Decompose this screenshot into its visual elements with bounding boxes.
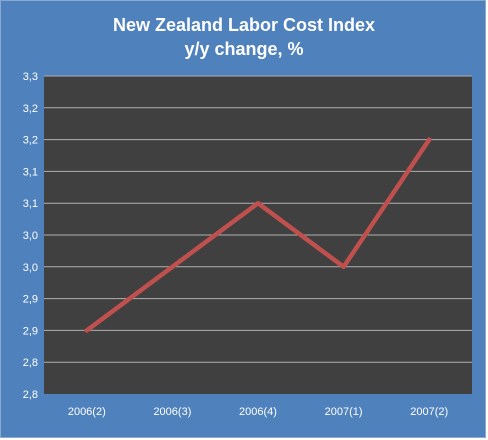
y-tick-label: 3,2 xyxy=(23,103,38,115)
y-tick-label: 3,3 xyxy=(23,71,38,83)
y-tick-label: 2,8 xyxy=(23,357,38,369)
y-tick-label: 2,9 xyxy=(23,325,38,337)
y-tick-label: 3,1 xyxy=(23,198,38,210)
y-tick-label: 3,0 xyxy=(23,262,38,274)
y-tick-label: 3,0 xyxy=(23,230,38,242)
y-tick-label: 3,2 xyxy=(23,135,38,147)
chart-subtitle: y/y change, % xyxy=(184,39,304,59)
x-tick-label: 2006(2) xyxy=(68,406,106,418)
y-tick-label: 2,8 xyxy=(23,389,38,401)
x-tick-label: 2006(3) xyxy=(153,406,191,418)
x-tick-label: 2007(2) xyxy=(410,406,448,418)
chart-title: New Zealand Labor Cost Index xyxy=(112,15,376,35)
x-tick-label: 2006(4) xyxy=(239,406,277,418)
y-tick-label: 2,9 xyxy=(23,294,38,306)
y-tick-label: 3,1 xyxy=(23,166,38,178)
x-tick-label: 2007(1) xyxy=(325,406,363,418)
